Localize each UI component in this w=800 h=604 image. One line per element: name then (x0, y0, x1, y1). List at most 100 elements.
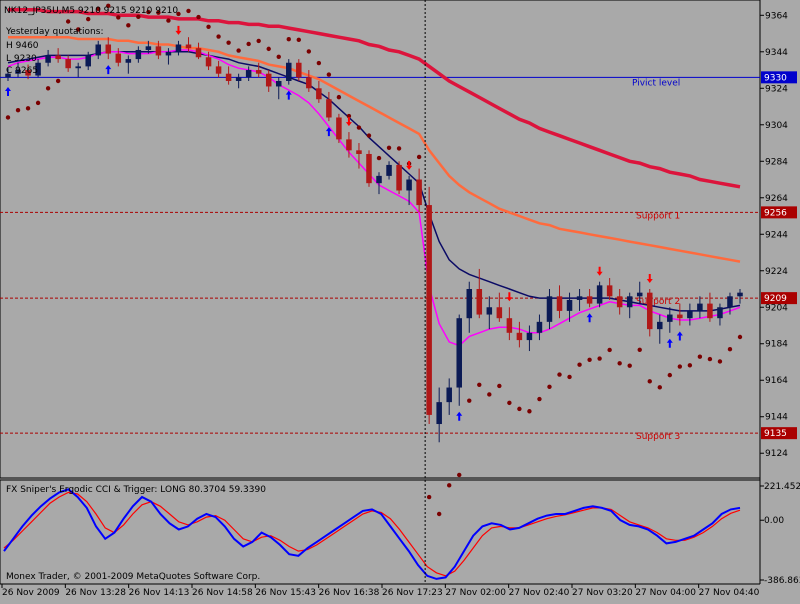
sar-dot (25, 106, 31, 111)
candle-body (606, 285, 613, 297)
candle-body (135, 49, 142, 60)
sar-dot (637, 347, 642, 352)
sar-dot (346, 113, 352, 119)
sar-dot (226, 40, 231, 45)
sar-dot (296, 37, 301, 43)
arrow-up-icon (5, 86, 11, 96)
sar-dot (457, 472, 462, 478)
arrow-up-icon (105, 65, 112, 75)
candle-body (235, 77, 242, 81)
candles (5, 37, 743, 443)
arrow-down-icon (646, 274, 653, 284)
sar-dot (326, 72, 332, 77)
level-price-tag-label: 9330 (764, 73, 787, 83)
moving-average-line (8, 8, 741, 189)
sar-dot (617, 361, 622, 366)
sar-dot (487, 392, 492, 397)
time-tick-label: 26 Nov 2009 (2, 588, 60, 598)
arrow-down-icon (506, 292, 513, 302)
price-tick-label: 9124 (765, 449, 788, 459)
candle-body (45, 55, 51, 63)
level-price-tag (761, 427, 797, 440)
level-lines: Pivict level 9330 Support 1 9256 Support 2 92… (0, 71, 797, 442)
sar-dot (356, 125, 362, 130)
sar-dot (497, 383, 502, 389)
sar-dot (727, 347, 733, 352)
sar-dot (717, 359, 723, 364)
sar-dot (75, 27, 81, 32)
candle-body (416, 179, 422, 206)
price-tick-label: 9284 (765, 157, 788, 167)
candle-body (737, 292, 743, 297)
time-tick-label: 27 Nov 04:40 (699, 588, 760, 598)
candle-body (456, 318, 462, 388)
sar-dot (106, 3, 111, 9)
price-tick-label: 9144 (765, 413, 788, 423)
sar-dot (96, 6, 101, 12)
sar-dot (55, 78, 61, 84)
candle-body (536, 321, 543, 333)
candle-body (85, 55, 91, 67)
candle-body (657, 321, 663, 330)
candle-body (406, 179, 412, 191)
candle-body (556, 296, 563, 311)
candle-body (546, 296, 553, 322)
time-tick-label: 26 Nov 16:38 (319, 588, 380, 598)
candle-body (446, 387, 452, 403)
price-tick-label: 9224 (765, 267, 788, 277)
arrow-down-icon (406, 160, 413, 170)
candle-body (175, 44, 182, 52)
sar-dot (447, 483, 452, 488)
candle-body (316, 88, 322, 100)
candle-body (687, 310, 693, 319)
level-price-tag (761, 71, 797, 84)
candle-body (75, 66, 81, 69)
level-label: Support 1 (636, 211, 680, 221)
sar-dot (116, 15, 121, 20)
sar-dot (697, 354, 703, 359)
sar-dot (376, 155, 382, 161)
candle-body (526, 332, 533, 341)
sar-dot (627, 363, 632, 368)
candle-body (356, 150, 362, 154)
price-tick-label: 9324 (765, 84, 788, 94)
time-tick-label: 26 Nov 13:28 (65, 588, 126, 598)
candle-body (65, 59, 71, 69)
price-tick-label: 9204 (765, 303, 788, 313)
candle-body (35, 62, 41, 76)
candle-body (516, 332, 523, 341)
indicator-line (3, 488, 741, 580)
candle-body (115, 53, 122, 63)
sar-dot (216, 34, 221, 39)
time-tick-label: 26 Nov 15:43 (255, 588, 316, 598)
sar-dot (467, 398, 472, 403)
sar-dot (707, 356, 713, 362)
sar-dot (35, 100, 41, 106)
price-tick-label: 9304 (765, 121, 788, 131)
candle-body (245, 70, 252, 78)
sar-dot (186, 8, 191, 14)
candle-body (396, 164, 402, 191)
indicator-label: FX Sniper's Ergodic CCI & Trigger: LONG … (6, 485, 266, 495)
sar-dot (416, 154, 422, 160)
candle-body (306, 77, 312, 89)
candle-body (366, 153, 372, 184)
sar-dot (266, 46, 271, 52)
time-tick-label: 26 Nov 14:58 (192, 588, 253, 598)
candle-body (225, 73, 232, 81)
price-tick-label: 9264 (765, 194, 788, 204)
level-price-tag-label: 9256 (764, 208, 787, 218)
candle-body (466, 289, 473, 319)
arrow-down-icon (175, 25, 182, 35)
candle-body (386, 164, 392, 176)
sar-dot (547, 384, 552, 390)
sar-dot (286, 37, 291, 42)
sar-dot (236, 48, 241, 53)
level-price-tag-label: 9209 (764, 294, 787, 304)
sar-dot (517, 406, 522, 412)
arrow-up-icon (586, 313, 593, 323)
sar-dot (65, 19, 71, 24)
time-tick-label: 27 Nov 04:00 (635, 588, 696, 598)
